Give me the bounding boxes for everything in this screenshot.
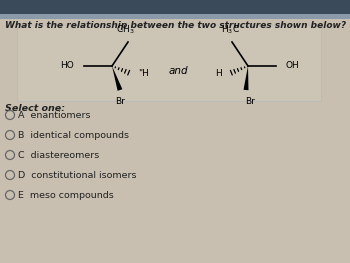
Bar bbox=[0, 0, 350, 14]
Text: Br: Br bbox=[245, 97, 255, 106]
FancyBboxPatch shape bbox=[17, 25, 321, 101]
Text: Select one:: Select one: bbox=[5, 104, 65, 113]
Text: OH: OH bbox=[286, 62, 300, 70]
Text: H: H bbox=[215, 69, 222, 78]
Text: and: and bbox=[168, 66, 188, 76]
Polygon shape bbox=[244, 66, 248, 90]
Text: "H: "H bbox=[138, 69, 149, 78]
Text: Br: Br bbox=[115, 97, 125, 106]
Polygon shape bbox=[112, 66, 122, 91]
Text: HO: HO bbox=[60, 62, 74, 70]
Text: B  identical compounds: B identical compounds bbox=[18, 130, 129, 139]
Text: C  diastereomers: C diastereomers bbox=[18, 150, 99, 159]
Bar bbox=[0, 14, 350, 19]
Text: What is the relationship between the two structures shown below?: What is the relationship between the two… bbox=[5, 21, 346, 30]
Text: D  constitutional isomers: D constitutional isomers bbox=[18, 170, 136, 180]
Text: E  meso compounds: E meso compounds bbox=[18, 190, 114, 200]
Text: H$_3$C: H$_3$C bbox=[220, 23, 239, 36]
Text: A  enantiomers: A enantiomers bbox=[18, 110, 91, 119]
Text: CH$_3$: CH$_3$ bbox=[116, 23, 134, 36]
